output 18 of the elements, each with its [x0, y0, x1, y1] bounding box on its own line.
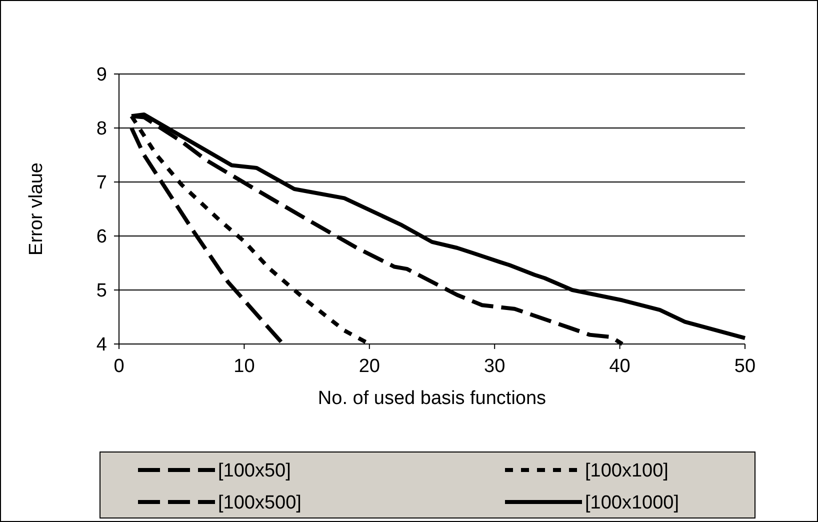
y-tick-label: 7 — [96, 172, 107, 194]
y-axis-title: Error vlaue — [26, 162, 47, 256]
y-tick-label: 9 — [96, 64, 107, 86]
x-tick-label: 40 — [609, 356, 630, 377]
legend-label: [100x50] — [218, 460, 291, 482]
y-tick-label: 4 — [96, 334, 108, 356]
x-tick-label: 20 — [358, 356, 380, 377]
x-axis-title: No. of used basis functions — [318, 388, 546, 409]
y-tick-label: 6 — [96, 226, 107, 248]
y-tick-label: 5 — [96, 280, 107, 302]
x-tick-label: 30 — [484, 356, 506, 377]
x-tick-label: 0 — [114, 356, 124, 377]
x-tick-label: 10 — [234, 356, 255, 377]
legend-label: [100x500] — [218, 492, 302, 514]
legend-label: [100x100] — [585, 460, 668, 482]
x-tick-label: 50 — [734, 356, 756, 377]
legend-label: [100x1000] — [585, 492, 680, 514]
y-tick-label: 8 — [96, 118, 107, 140]
